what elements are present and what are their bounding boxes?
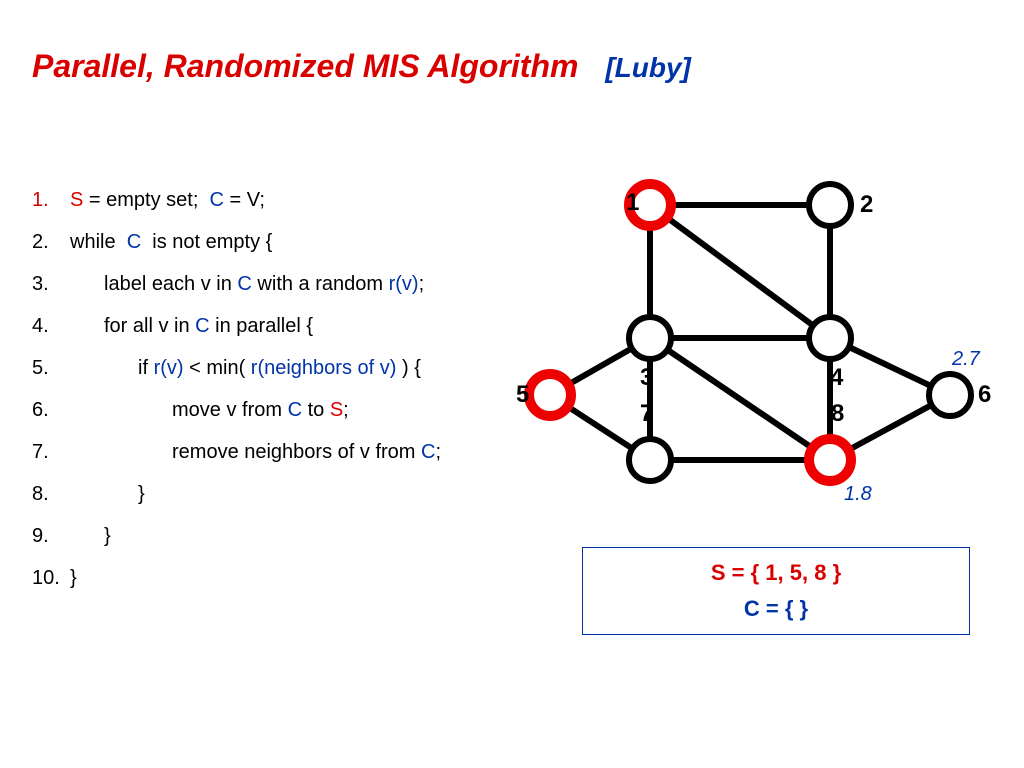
graph-node-7 — [629, 439, 671, 481]
graph-node-2 — [809, 184, 851, 226]
algo-line: 7.remove neighbors of v from C; — [32, 442, 552, 462]
graph-node-label: 7 — [640, 400, 653, 427]
graph-diagram: 1 2 3 4 5 6 7 8 2.7 1.8 — [510, 160, 1000, 520]
graph-node-label: 2 — [860, 191, 873, 218]
line-body: move v from C to S; — [70, 400, 349, 420]
line-number: 10. — [32, 568, 70, 588]
line-number: 8. — [32, 484, 70, 504]
graph-annotation: 1.8 — [844, 483, 872, 505]
algo-line: 8.} — [32, 484, 552, 504]
result-c: C = { } — [744, 596, 808, 622]
line-number: 2. — [32, 232, 70, 252]
line-number: 9. — [32, 526, 70, 546]
algo-line: 4.for all v in C in parallel { — [32, 316, 552, 336]
algo-line: 5.if r(v) < min( r(neighbors of v) ) { — [32, 358, 552, 378]
graph-edge — [650, 338, 830, 460]
algo-line: 2.while C is not empty { — [32, 232, 552, 252]
graph-node-6 — [929, 374, 971, 416]
line-body: } — [70, 568, 77, 588]
line-body: remove neighbors of v from C; — [70, 442, 441, 462]
algorithm-listing: 1.S = empty set; C = V; 2.while C is not … — [32, 190, 552, 610]
graph-node-5 — [529, 374, 571, 416]
graph-node-label: 3 — [640, 364, 653, 391]
algo-line: 3.label each v in C with a random r(v); — [32, 274, 552, 294]
algo-line: 9.} — [32, 526, 552, 546]
graph-node-8 — [809, 439, 851, 481]
slide-title: Parallel, Randomized MIS Algorithm [Luby… — [32, 48, 691, 85]
graph-node-label: 4 — [830, 364, 844, 391]
line-body: } — [70, 526, 111, 546]
line-number: 4. — [32, 316, 70, 336]
result-s: S = { 1, 5, 8 } — [711, 560, 841, 586]
title-main: Parallel, Randomized MIS Algorithm — [32, 48, 578, 84]
line-number: 5. — [32, 358, 70, 378]
line-number: 3. — [32, 274, 70, 294]
graph-node-label: 6 — [978, 381, 991, 408]
line-body: S = empty set; C = V; — [70, 190, 265, 210]
line-body: for all v in C in parallel { — [70, 316, 313, 336]
result-box: S = { 1, 5, 8 } C = { } — [582, 547, 970, 635]
algo-line: 1.S = empty set; C = V; — [32, 190, 552, 210]
graph-edge — [650, 205, 830, 338]
line-number: 1. — [32, 190, 70, 210]
graph-node-label: 1 — [626, 189, 639, 216]
line-body: label each v in C with a random r(v); — [70, 274, 424, 294]
graph-node-label: 5 — [516, 381, 529, 408]
graph-node-3 — [629, 317, 671, 359]
line-body: } — [70, 484, 145, 504]
graph-node-label: 8 — [831, 400, 844, 427]
line-body: while C is not empty { — [70, 232, 272, 252]
algo-line: 6.move v from C to S; — [32, 400, 552, 420]
title-sub: [Luby] — [605, 52, 691, 83]
algo-line: 10.} — [32, 568, 552, 588]
line-number: 7. — [32, 442, 70, 462]
line-number: 6. — [32, 400, 70, 420]
graph-node-4 — [809, 317, 851, 359]
graph-annotation: 2.7 — [951, 348, 981, 370]
line-body: if r(v) < min( r(neighbors of v) ) { — [70, 358, 421, 378]
